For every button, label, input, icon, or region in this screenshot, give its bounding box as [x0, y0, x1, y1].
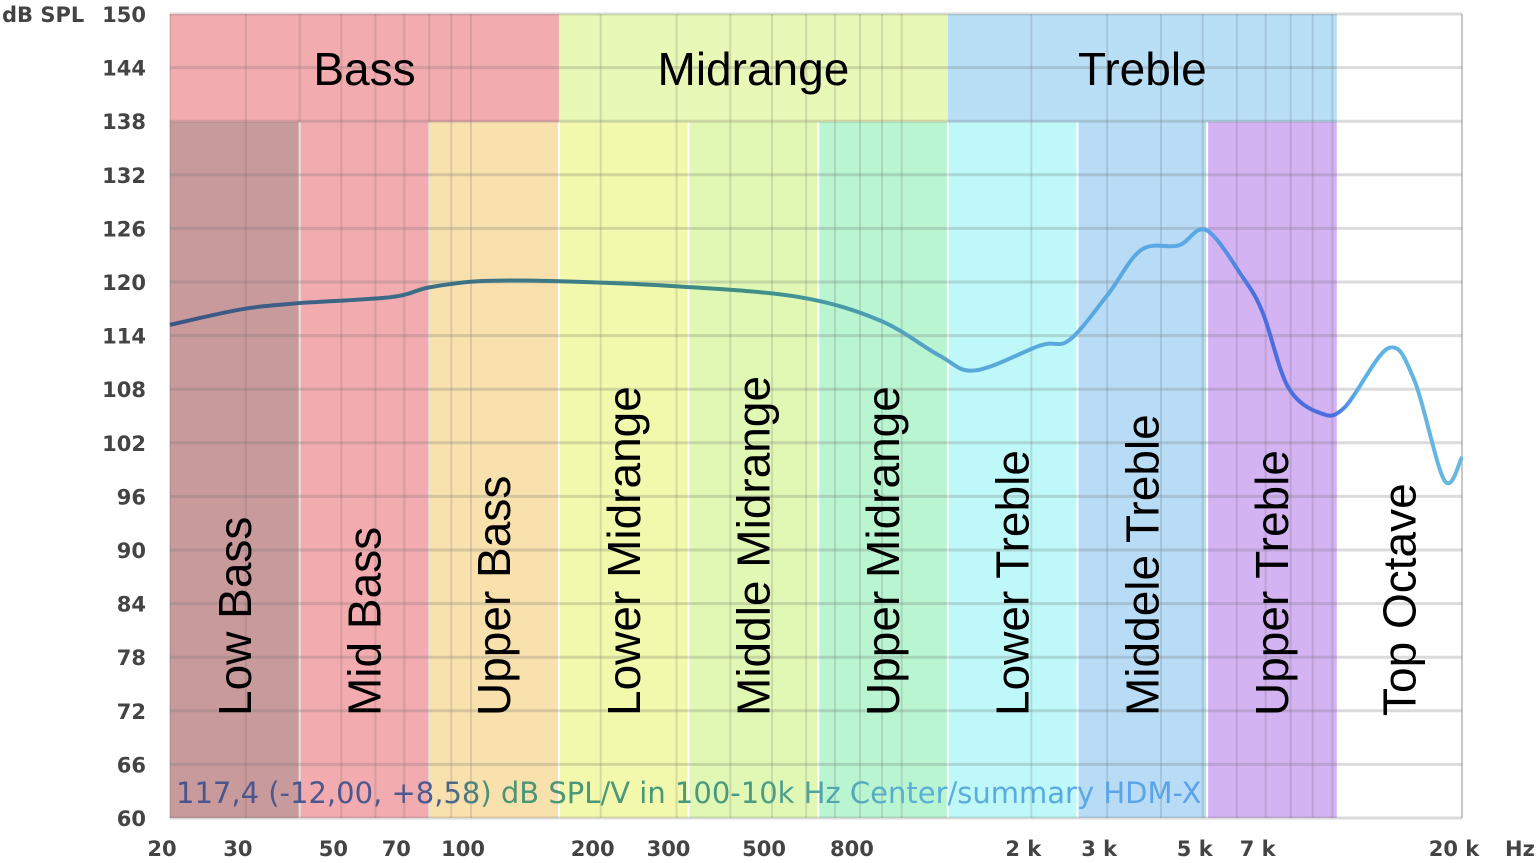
x-axis-label: Hz — [1505, 837, 1535, 861]
x-tick-label: 30 — [223, 837, 252, 861]
y-tick-label: 66 — [117, 753, 146, 777]
y-tick-label: 84 — [117, 593, 146, 617]
x-tick-label: 20 — [147, 837, 176, 861]
group-label: Bass — [313, 43, 415, 95]
frequency-band — [947, 122, 1078, 818]
frequency-band — [299, 122, 430, 818]
x-tick-label: 300 — [647, 837, 691, 861]
y-tick-label: 120 — [102, 271, 146, 295]
y-tick-label: 150 — [102, 3, 146, 27]
band-label: Upper Midrange — [857, 386, 909, 716]
y-tick-label: 72 — [117, 700, 146, 724]
band-label: Middle Midrange — [727, 376, 779, 716]
x-tick-label: 7 k — [1240, 837, 1277, 861]
band-label: Upper Bass — [468, 476, 520, 716]
band-label: Lower Midrange — [598, 386, 650, 716]
y-tick-label: 144 — [102, 57, 146, 81]
group-label: Treble — [1078, 43, 1207, 95]
y-tick-label: 102 — [102, 432, 146, 456]
frequency-band — [1077, 122, 1208, 818]
frequency-band — [170, 122, 300, 818]
group-label: Midrange — [658, 43, 850, 95]
group-band — [170, 14, 559, 122]
x-tick-label: 800 — [830, 837, 874, 861]
frequency-band — [558, 122, 689, 818]
band-label: Lower Treble — [987, 450, 1039, 716]
band-label: Top Octave — [1373, 483, 1425, 716]
y-tick-label: 126 — [102, 217, 146, 241]
x-tick-label: 70 — [382, 837, 411, 861]
y-tick-label: 138 — [102, 110, 146, 134]
chart-annotation: 117,4 (-12,00, +8,58) dB SPL/V in 100-10… — [176, 776, 1201, 810]
group-band — [558, 14, 948, 122]
y-tick-label: 78 — [117, 646, 146, 670]
y-tick-label: 60 — [117, 807, 146, 831]
x-tick-label: 3 k — [1081, 837, 1118, 861]
frequency-band — [429, 122, 559, 818]
x-tick-label: 500 — [742, 837, 786, 861]
y-tick-label: 114 — [102, 325, 146, 349]
x-tick-label: 50 — [319, 837, 348, 861]
frequency-band — [818, 122, 948, 818]
frequency-response-curve — [169, 227, 1464, 486]
frequency-band — [1207, 122, 1337, 818]
band-label: Middele Treble — [1116, 414, 1168, 716]
group-band — [947, 14, 1337, 122]
x-tick-label: 200 — [571, 837, 615, 861]
y-tick-label: 90 — [117, 539, 146, 563]
x-tick-label: 2 k — [1005, 837, 1042, 861]
band-label: Upper Treble — [1246, 450, 1298, 716]
band-label: Mid Bass — [338, 527, 390, 716]
y-tick-label: 96 — [117, 485, 146, 509]
x-tick-label: 20 k — [1429, 837, 1481, 861]
y-tick-label: 132 — [102, 164, 146, 188]
band-label: Low Bass — [209, 517, 261, 716]
x-tick-label: 100 — [441, 837, 485, 861]
y-tick-label: 108 — [102, 378, 146, 402]
x-tick-label: 5 k — [1177, 837, 1214, 861]
frequency-band — [688, 122, 819, 818]
y-axis-label: dB SPL — [2, 3, 84, 27]
